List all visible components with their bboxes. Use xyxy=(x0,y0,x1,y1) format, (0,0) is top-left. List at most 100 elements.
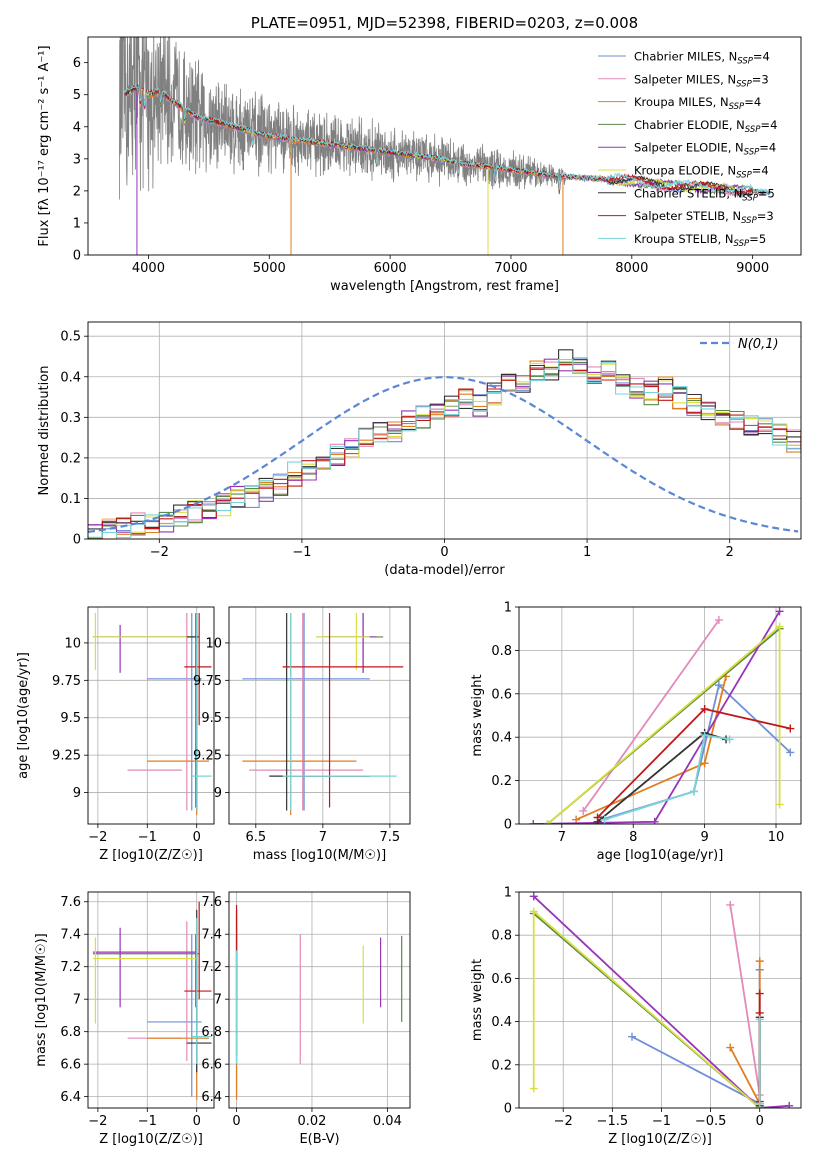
histogram-kroupa-miles xyxy=(88,360,801,539)
legend: Chabrier MILES, NSSP=4 Salpeter MILES, NS… xyxy=(598,50,777,249)
legend-label: Kroupa ELODIE, NSSP=4 xyxy=(634,164,769,181)
axes-frame xyxy=(87,891,215,1109)
x-tick-label: 9000 xyxy=(736,261,769,276)
legend-nssp-value: 4 xyxy=(763,50,770,64)
y-tick-label: 0 xyxy=(73,249,81,264)
weight-marker xyxy=(593,813,602,822)
x-axis-label: (data-model)/error xyxy=(384,563,505,578)
y-tick-label: 7.2 xyxy=(201,960,222,975)
x-tick-label: 5000 xyxy=(253,261,286,276)
y-tick-label: 7.6 xyxy=(201,895,222,910)
legend-nssp-value: 3 xyxy=(761,72,768,86)
y-tick-label: 9.75 xyxy=(52,674,81,689)
panel-residuals: −2 −1 0 1 2 0 0.1 0.2 0.3 0.4 0.5 (data-model)/erro… xyxy=(37,321,802,578)
weight-marker xyxy=(700,704,709,713)
weight-marker xyxy=(755,957,764,966)
y-tick-label: 4 xyxy=(73,120,81,135)
weight-marker xyxy=(786,748,795,757)
weight-marker xyxy=(785,1101,794,1108)
legend-label: Salpeter ELODIE, NSSP=4 xyxy=(634,141,776,158)
x-tick-label: −1 xyxy=(138,1114,157,1129)
axes-frame xyxy=(87,321,802,540)
weight-line-kroupa-miles xyxy=(729,961,761,1105)
panel-mass-vs-EBV: 0 0.02 0.04 6.4 6.6 6.8 7 7.2 7.4 7.6 E(B-V) xyxy=(201,891,411,1147)
x-tick-label: 6.5 xyxy=(245,830,266,845)
x-tick-label: 0 xyxy=(232,1114,240,1129)
x-tick-label: 10 xyxy=(768,830,785,845)
legend-nssp-value: 4 xyxy=(770,118,777,132)
y-tick-label: 7.2 xyxy=(60,960,81,975)
y-axis-label: age [log10(age/yr)] xyxy=(16,652,31,779)
weight-marker xyxy=(627,1032,636,1041)
legend-label: Chabrier ELODIE, NSSP=4 xyxy=(634,118,777,135)
y-tick-label: 10 xyxy=(205,636,222,651)
normal-distribution-curve xyxy=(88,376,799,533)
weight-marker xyxy=(726,1043,735,1052)
y-tick-label: 0.4 xyxy=(491,731,512,746)
x-tick-label: 8 xyxy=(629,830,637,845)
panel-spectrum: 4000 5000 6000 7000 8000 90000123456wavelengt… xyxy=(37,36,802,294)
weight-marker xyxy=(700,731,709,740)
histogram-salpeter-elodie xyxy=(88,358,801,535)
x-tick-label: −2 xyxy=(88,830,107,845)
data-spectrum-line xyxy=(119,37,566,200)
x-axis-label: mass [log10(M/M☉)] xyxy=(253,848,386,863)
panel-weight-vs-Z: −2 −1.5 −1 −0.5 0 0 0.2 0.4 0.6 0.8 1 Z [log10(Z/Z☉… xyxy=(470,886,802,1147)
legend-nssp-value: 4 xyxy=(761,164,768,178)
y-tick-label: 6.4 xyxy=(60,1090,81,1105)
y-tick-label: 0.6 xyxy=(491,687,512,702)
y-tick-label: 0.4 xyxy=(60,370,81,385)
weight-marker xyxy=(529,820,538,824)
y-tick-label: 6.8 xyxy=(201,1025,222,1040)
weight-line-salpeter-miles xyxy=(729,904,761,1096)
legend-model-name: Salpeter STELIB xyxy=(634,209,725,223)
y-tick-label: 0 xyxy=(504,1102,512,1117)
weight-marker xyxy=(689,787,698,796)
y-tick-label: 0 xyxy=(73,533,81,548)
y-axis-label: mass [log10(M/M☉)] xyxy=(34,933,49,1066)
legend-model-name: Chabrier STELIB xyxy=(634,186,726,200)
y-tick-label: 9 xyxy=(214,786,222,801)
x-tick-label: 0.04 xyxy=(373,1114,402,1129)
y-tick-label: 0.2 xyxy=(60,451,81,466)
y-tick-label: 1 xyxy=(504,886,512,901)
x-tick-label: 1 xyxy=(583,545,591,560)
y-tick-label: 0.1 xyxy=(60,492,81,507)
histogram-salpeter-stelib xyxy=(88,364,801,539)
legend-label: Salpeter STELIB, NSSP=3 xyxy=(634,209,774,226)
model-line-kroupa-stelib xyxy=(123,83,771,195)
legend-nssp-value: 4 xyxy=(754,95,761,109)
weight-line-salpeter-miles xyxy=(582,619,720,812)
y-tick-label: 0.3 xyxy=(60,411,81,426)
x-tick-label: 0 xyxy=(440,545,448,560)
y-tick-label: 0.4 xyxy=(491,1015,512,1030)
axes-frame xyxy=(87,36,802,256)
legend-model-name: Chabrier ELODIE xyxy=(634,118,729,132)
panel-age-vs-mass: 6.5 7 7.5 9 9.25 9.5 9.75 10 mass [log10(M/M☉)] xyxy=(193,606,411,863)
x-tick-label: 0 xyxy=(756,1114,764,1129)
x-tick-label: −1 xyxy=(138,830,157,845)
legend-label: Kroupa MILES, NSSP=4 xyxy=(634,95,761,112)
histogram-chabrier-elodie xyxy=(88,361,801,539)
plot-area xyxy=(88,349,801,539)
weight-marker xyxy=(600,815,609,824)
y-tick-label: 9.25 xyxy=(52,749,81,764)
figure-title: PLATE=0951, MJD=52398, FIBERID=0203, z=0… xyxy=(251,14,638,32)
histogram-chabrier-miles xyxy=(88,357,801,539)
weight-marker xyxy=(775,800,784,809)
plot-area xyxy=(92,612,212,816)
y-axis-label: mass weight xyxy=(470,959,485,1041)
legend-model-name: Kroupa STELIB xyxy=(634,232,718,246)
legend-label: Kroupa STELIB, NSSP=5 xyxy=(634,232,766,249)
y-tick-label: 1 xyxy=(504,601,512,616)
y-tick-label: 6.6 xyxy=(201,1058,222,1073)
x-tick-label: −2 xyxy=(150,545,169,560)
x-tick-label: 7 xyxy=(319,830,327,845)
weight-line-kroupa-elodie xyxy=(547,624,781,824)
y-tick-label: 0.2 xyxy=(491,1058,512,1073)
histogram-kroupa-stelib xyxy=(88,358,801,539)
x-tick-label: −1 xyxy=(652,1114,671,1129)
y-tick-label: 6 xyxy=(73,56,81,71)
legend-label: Chabrier STELIB, NSSP=5 xyxy=(634,186,775,203)
weight-marker xyxy=(579,806,588,815)
